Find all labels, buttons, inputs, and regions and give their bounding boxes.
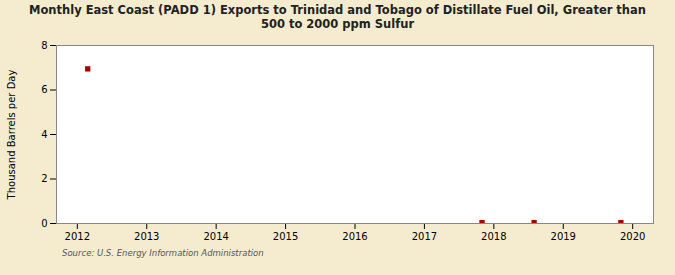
svg-text:2020: 2020: [620, 230, 645, 241]
svg-text:2016: 2016: [342, 230, 367, 241]
html-text:Source: U.S. Energy Informatio: Source: U.S. Energy Information Administ…: [62, 247, 264, 258]
html-text:Monthly East Coast (PADD 1) Ex: Monthly East Coast (PADD 1) Exports to T…: [29, 3, 646, 32]
svg-text:2012: 2012: [65, 230, 90, 241]
svg-text:2013: 2013: [134, 230, 159, 241]
svg-text:4: 4: [41, 128, 47, 139]
svg-text:2019: 2019: [551, 230, 576, 241]
svg-text:2014: 2014: [203, 230, 228, 241]
svg-text:8: 8: [41, 39, 47, 50]
svg-text:2015: 2015: [273, 230, 298, 241]
svg-text:0: 0: [41, 217, 47, 228]
svg-text:2: 2: [41, 173, 47, 184]
svg-text:6: 6: [41, 84, 47, 95]
svg-text:2018: 2018: [481, 230, 506, 241]
svg-text:2017: 2017: [412, 230, 437, 241]
svg-text:Thousand Barrels per Day: Thousand Barrels per Day: [6, 69, 17, 200]
